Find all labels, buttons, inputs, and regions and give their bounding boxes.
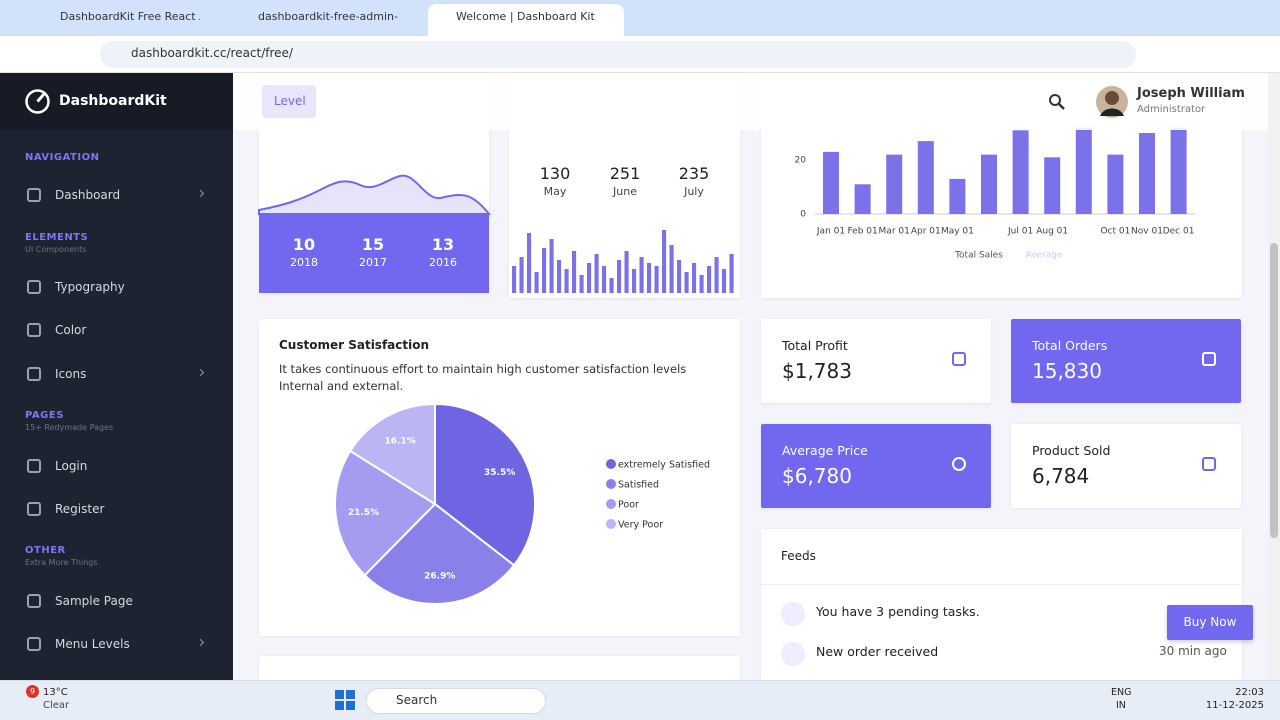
clock-time: 22:03 (1235, 687, 1264, 698)
stat-label: June (613, 185, 637, 198)
search-icon[interactable] (1048, 93, 1066, 111)
tab-title[interactable]: DashboardKit Free React Admin (60, 10, 200, 23)
menu-icon (27, 594, 41, 608)
tab-strip (0, 0, 1280, 36)
menu-item[interactable]: Login (55, 459, 88, 473)
active-tab[interactable] (428, 4, 624, 36)
stat-title: Average Price (782, 443, 868, 458)
brand-name: DashboardKit (59, 93, 167, 109)
level-button[interactable] (262, 85, 316, 118)
clock-date: 11-12-2025 (1205, 700, 1264, 711)
brand-logo (25, 89, 50, 114)
section-title: OTHER (25, 545, 66, 556)
stat-value: 130 (539, 164, 571, 183)
menu-icon (27, 323, 41, 337)
feed-time: 30 min ago (1159, 644, 1227, 658)
taskbar (0, 680, 1280, 720)
feed-text: You have 3 pending tasks. (816, 604, 980, 619)
user-role: Administrator (1137, 104, 1206, 115)
search-label[interactable]: Search (396, 693, 438, 707)
weather-condition: Clear (43, 700, 70, 711)
section-title: ELEMENTS (25, 232, 89, 243)
menu-icon (27, 502, 41, 516)
language: ENG (1111, 687, 1132, 698)
stat-title: Total Profit (782, 338, 848, 353)
section-title: PAGES (25, 410, 64, 421)
menu-icon (27, 637, 41, 651)
url[interactable]: dashboardkit.cc/react/free/ (131, 46, 293, 60)
feed-icon (781, 642, 805, 666)
avatar[interactable] (1096, 86, 1128, 118)
menu-item[interactable]: Register (55, 502, 105, 516)
stat-label: July (684, 185, 704, 198)
menu-icon (27, 188, 41, 202)
stat-value: 15,830 (1032, 359, 1102, 383)
tab-title[interactable]: Welcome | Dashboard Kit Free (456, 10, 596, 23)
language: IN (1116, 700, 1126, 711)
card-description: It takes continuous effort to maintain h… (279, 362, 687, 393)
menu-item[interactable]: Dashboard (55, 188, 121, 202)
taskbar-search[interactable] (366, 688, 546, 714)
card-title: Feeds (781, 549, 816, 563)
temperature: 13°C (43, 687, 68, 698)
section-subtitle: 15+ Redymade Pages (25, 423, 114, 432)
tab-title[interactable]: dashboardkit-free-admin-temp (258, 10, 398, 23)
address-bar[interactable] (100, 41, 1136, 68)
stat-icon (1202, 457, 1216, 471)
menu-icon (27, 280, 41, 294)
stat-value: 251 (609, 164, 641, 183)
menu-item[interactable]: Color (55, 323, 87, 337)
stat-value: 15 (361, 235, 385, 254)
stat-title: Total Orders (1032, 338, 1108, 353)
scroll-thumb[interactable] (1270, 243, 1278, 538)
stat-label: 2017 (359, 256, 387, 269)
stat-icon (952, 457, 966, 471)
menu-icon (27, 367, 41, 381)
stat-value: 6,784 (1032, 464, 1090, 488)
stat-icon (952, 352, 966, 366)
section-subtitle: Extra More Things (25, 558, 98, 567)
level-label[interactable]: Level (274, 94, 306, 108)
stat-value: $1,783 (782, 359, 852, 383)
user-name: Joseph William (1137, 86, 1245, 101)
card-title: Customer Satisfaction (279, 338, 430, 352)
menu-icon (27, 459, 41, 473)
section-subtitle: UI Components (25, 245, 87, 254)
start-button[interactable] (335, 690, 355, 710)
section-title: NAVIGATION (25, 152, 100, 163)
stat-value: 13 (431, 235, 455, 254)
top-header (233, 73, 1268, 130)
stat-label: 2016 (429, 256, 457, 269)
feeds-card (761, 529, 1242, 689)
stat-value: $6,780 (782, 464, 852, 488)
feed-text: New order received (816, 644, 939, 659)
feeds-divider (761, 584, 1242, 585)
sidebar (0, 73, 233, 680)
stat-label: May (543, 185, 567, 198)
menu-item[interactable]: Icons (55, 367, 87, 381)
stat-label: 2018 (290, 256, 318, 269)
weather-badge: 9 (26, 685, 39, 698)
menu-item[interactable]: Typography (55, 280, 125, 294)
stat-title: Product Sold (1032, 443, 1111, 458)
stat-value: 235 (678, 164, 710, 183)
stat-value: 10 (292, 235, 316, 254)
menu-item[interactable]: Menu Levels (55, 637, 130, 651)
feed-icon (781, 602, 805, 626)
stat-icon (1202, 352, 1216, 366)
year-card-footer (259, 214, 489, 293)
menu-item[interactable]: Sample Page (55, 594, 133, 608)
buy-now-button[interactable]: Buy Now (1167, 605, 1253, 640)
